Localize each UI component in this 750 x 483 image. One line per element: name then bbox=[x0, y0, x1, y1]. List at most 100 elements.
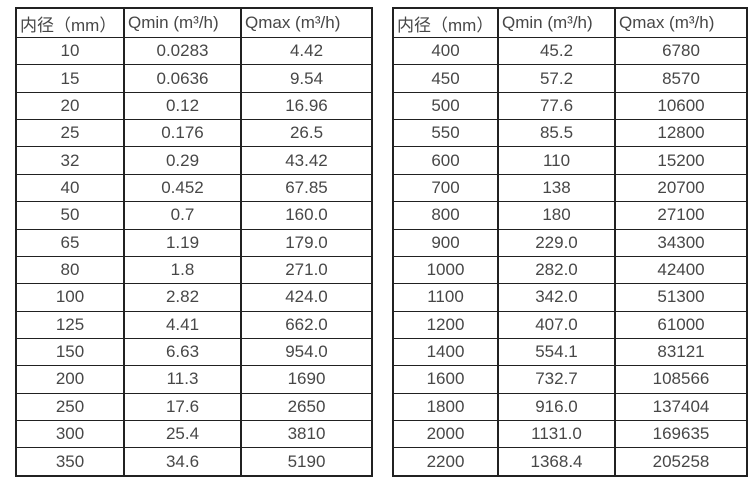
table-cell: 1.8 bbox=[123, 255, 241, 284]
table-cell: 5190 bbox=[240, 447, 372, 476]
table-cell: 0.0636 bbox=[123, 64, 241, 93]
table-row: 1000 282.0 42400 bbox=[393, 255, 747, 284]
table-row: 32 0.29 43.42 bbox=[16, 146, 372, 175]
table-cell: 137404 bbox=[614, 392, 747, 421]
table-cell: 200 bbox=[16, 365, 124, 394]
table-cell: 2200 bbox=[393, 447, 498, 476]
table-cell: 125 bbox=[16, 310, 124, 339]
table-row: 800 180 27100 bbox=[393, 201, 747, 230]
table-cell: 43.42 bbox=[240, 146, 372, 175]
table-cell: 350 bbox=[16, 447, 124, 476]
header-cell: Qmin (m³/h) bbox=[123, 8, 241, 38]
table-cell: 0.7 bbox=[123, 201, 241, 230]
table-cell: 2650 bbox=[240, 392, 372, 421]
table-cell: 554.1 bbox=[497, 337, 615, 366]
table-row: 550 85.5 12800 bbox=[393, 119, 747, 147]
table-cell: 0.12 bbox=[123, 91, 241, 120]
table-cell: 500 bbox=[393, 91, 498, 120]
table-row: 40 0.452 67.85 bbox=[16, 173, 372, 202]
table-cell: 12800 bbox=[614, 119, 747, 147]
table-cell: 205258 bbox=[614, 447, 747, 476]
table-cell: 900 bbox=[393, 228, 498, 257]
table-cell: 1131.0 bbox=[497, 420, 615, 448]
table-cell: 1800 bbox=[393, 392, 498, 421]
table-cell: 20 bbox=[16, 91, 124, 120]
table-cell: 600 bbox=[393, 146, 498, 175]
table-cell: 1100 bbox=[393, 283, 498, 312]
table-cell: 25 bbox=[16, 119, 124, 147]
table-row: 65 1.19 179.0 bbox=[16, 228, 372, 257]
table-row: 250 17.6 2650 bbox=[16, 392, 372, 421]
table-cell: 51300 bbox=[614, 283, 747, 312]
table-cell: 916.0 bbox=[497, 392, 615, 421]
table-cell: 2000 bbox=[393, 420, 498, 448]
table-row: 900 229.0 34300 bbox=[393, 228, 747, 257]
header-cell: Qmax (m³/h) bbox=[240, 8, 372, 38]
table-row: 200 11.3 1690 bbox=[16, 365, 372, 394]
table-cell: 6.63 bbox=[123, 337, 241, 366]
table-cell: 83121 bbox=[614, 337, 747, 366]
table-row: 1600 732.7 108566 bbox=[393, 365, 747, 394]
table-cell: 25.4 bbox=[123, 420, 241, 448]
table-row: 10 0.0283 4.42 bbox=[16, 36, 372, 65]
flow-spec-table-small-diameters: 内径（mm） Qmin (m³/h) Qmax (m³/h) 10 0.0283 4.42… bbox=[15, 7, 373, 477]
table-cell: 160.0 bbox=[240, 201, 372, 230]
table-cell: 34.6 bbox=[123, 447, 241, 476]
table-cell: 34300 bbox=[614, 228, 747, 257]
table-cell: 17.6 bbox=[123, 392, 241, 421]
table-cell: 4.42 bbox=[240, 36, 372, 65]
table-cell: 65 bbox=[16, 228, 124, 257]
table-cell: 42400 bbox=[614, 255, 747, 284]
table-row: 25 0.176 26.5 bbox=[16, 119, 372, 147]
table-cell: 662.0 bbox=[240, 310, 372, 339]
table-cell: 1200 bbox=[393, 310, 498, 339]
header-row: 内径（mm） Qmin (m³/h) Qmax (m³/h) bbox=[393, 8, 747, 38]
table-row: 350 34.6 5190 bbox=[16, 447, 372, 476]
table-row: 1200 407.0 61000 bbox=[393, 310, 747, 339]
table-cell: 179.0 bbox=[240, 228, 372, 257]
table-cell: 1400 bbox=[393, 337, 498, 366]
table-cell: 300 bbox=[16, 420, 124, 448]
table-cell: 67.85 bbox=[240, 173, 372, 202]
table-cell: 4.41 bbox=[123, 310, 241, 339]
flow-spec-table-large-diameters: 内径（mm） Qmin (m³/h) Qmax (m³/h) 400 45.2 6780 4… bbox=[392, 7, 748, 477]
header-cell: Qmin (m³/h) bbox=[497, 8, 615, 38]
header-row: 内径（mm） Qmin (m³/h) Qmax (m³/h) bbox=[16, 8, 372, 38]
table-cell: 550 bbox=[393, 119, 498, 147]
table-cell: 3810 bbox=[240, 420, 372, 448]
table-row: 20 0.12 16.96 bbox=[16, 91, 372, 120]
table-cell: 229.0 bbox=[497, 228, 615, 257]
table-row: 1100 342.0 51300 bbox=[393, 283, 747, 312]
table-cell: 10600 bbox=[614, 91, 747, 120]
table-cell: 800 bbox=[393, 201, 498, 230]
table-cell: 85.5 bbox=[497, 119, 615, 147]
table-cell: 732.7 bbox=[497, 365, 615, 394]
table-row: 15 0.0636 9.54 bbox=[16, 64, 372, 93]
table-row: 50 0.7 160.0 bbox=[16, 201, 372, 230]
table-cell: 0.176 bbox=[123, 119, 241, 147]
table-row: 125 4.41 662.0 bbox=[16, 310, 372, 339]
table-cell: 40 bbox=[16, 173, 124, 202]
table-row: 2000 1131.0 169635 bbox=[393, 420, 747, 448]
table-cell: 400 bbox=[393, 36, 498, 65]
table-row: 450 57.2 8570 bbox=[393, 64, 747, 93]
table-row: 1800 916.0 137404 bbox=[393, 392, 747, 421]
table-cell: 0.29 bbox=[123, 146, 241, 175]
table-cell: 1368.4 bbox=[497, 447, 615, 476]
table-row: 400 45.2 6780 bbox=[393, 36, 747, 65]
table-cell: 10 bbox=[16, 36, 124, 65]
table-cell: 450 bbox=[393, 64, 498, 93]
table-cell: 138 bbox=[497, 173, 615, 202]
table-row: 150 6.63 954.0 bbox=[16, 337, 372, 366]
table-cell: 1600 bbox=[393, 365, 498, 394]
table-cell: 9.54 bbox=[240, 64, 372, 93]
header-cell: 内径（mm） bbox=[397, 15, 494, 35]
table-cell: 2.82 bbox=[123, 283, 241, 312]
table-cell: 271.0 bbox=[240, 255, 372, 284]
table-cell: 342.0 bbox=[497, 283, 615, 312]
table-cell: 26.5 bbox=[240, 119, 372, 147]
table-cell: 32 bbox=[16, 146, 124, 175]
table-cell: 15200 bbox=[614, 146, 747, 175]
table-cell: 1690 bbox=[240, 365, 372, 394]
